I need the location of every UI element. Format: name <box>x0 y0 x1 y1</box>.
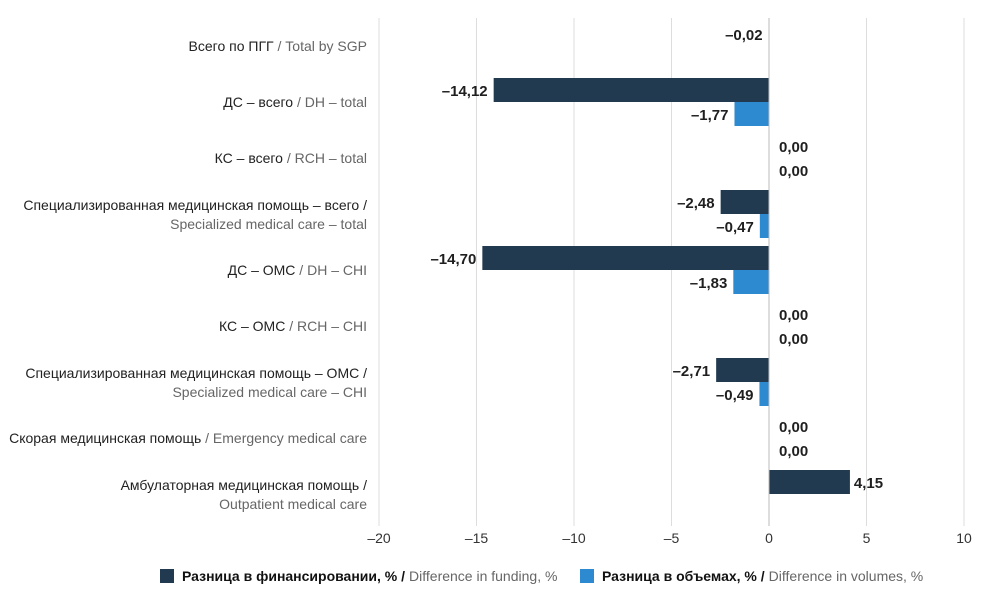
bar-volumes <box>759 382 769 406</box>
data-label-funding: –0,02 <box>725 27 763 44</box>
bar-funding <box>769 470 850 494</box>
bar-funding <box>720 190 769 214</box>
data-label-volumes: –1,83 <box>690 275 728 292</box>
legend-separator: / <box>756 568 765 584</box>
data-label-volumes: –1,77 <box>691 107 729 124</box>
bar-volumes <box>759 214 769 238</box>
x-tick-label: 10 <box>956 530 972 546</box>
category-label: ДС – всего / DH – total <box>223 94 367 110</box>
data-label-funding: 0,00 <box>779 419 808 436</box>
category-label: КС – всего / RCH – total <box>215 150 367 166</box>
data-label-volumes: 0,00 <box>779 443 808 460</box>
data-label-volumes: 0,00 <box>779 331 808 348</box>
data-label-funding: –2,48 <box>677 195 715 212</box>
category-label: Всего по ПГГ / Total by SGP <box>189 38 367 54</box>
data-label-volumes: –0,49 <box>716 387 754 404</box>
x-tick-label: –15 <box>465 530 489 546</box>
data-label-funding: –14,12 <box>442 83 488 100</box>
x-tick-label: –20 <box>367 530 391 546</box>
bar-funding <box>482 246 769 270</box>
legend-item-volumes: Разница в объемах, % / Difference in vol… <box>580 568 923 584</box>
data-label-funding: 4,15 <box>854 475 883 492</box>
legend-label-funding-ru: Разница в финансировании, % <box>182 568 398 584</box>
legend-label-funding-en: Difference in funding, % <box>409 568 558 584</box>
legend-label-volumes-ru: Разница в объемах, % <box>602 568 757 584</box>
legend-swatch-volumes <box>580 569 594 583</box>
category-label: Скорая медицинская помощь / Emergency me… <box>9 430 367 446</box>
category-label: Амбулаторная медицинская помощь / Outpati… <box>121 477 368 512</box>
x-tick-label: 5 <box>863 530 871 546</box>
category-label: ДС – ОМС / DH – CHI <box>228 262 367 278</box>
legend-item-funding: Разница в финансировании, % / Difference… <box>160 568 557 584</box>
bar-chart: –20 –15 –10 –5 0 5 10 Всего по ПГГ / Total by S… <box>9 18 972 546</box>
category-label: Специализированная медицинская помощь – … <box>25 365 367 400</box>
data-label-funding: 0,00 <box>779 139 808 156</box>
data-label-funding: 0,00 <box>779 307 808 324</box>
x-tick-label: –10 <box>562 530 586 546</box>
x-tick-label: –5 <box>664 530 680 546</box>
category-label: КС – ОМС / RCH – CHI <box>219 318 367 334</box>
data-label-funding: –2,71 <box>673 363 711 380</box>
bar-funding <box>716 358 769 382</box>
legend-swatch-funding <box>160 569 174 583</box>
data-label-funding: –14,70 <box>430 251 476 268</box>
bar-funding <box>493 78 769 102</box>
data-label-volumes: –0,47 <box>716 219 754 236</box>
category-label: Специализированная медицинская помощь – … <box>23 197 367 232</box>
legend-label-volumes-en: Difference in volumes, % <box>768 568 924 584</box>
legend-separator: / <box>397 568 406 584</box>
bar-volumes <box>734 102 769 126</box>
legend: Разница в финансировании, % / Difference… <box>0 568 989 588</box>
data-label-volumes: 0,00 <box>779 163 808 180</box>
x-tick-label: 0 <box>765 530 773 546</box>
bar-volumes <box>733 270 769 294</box>
